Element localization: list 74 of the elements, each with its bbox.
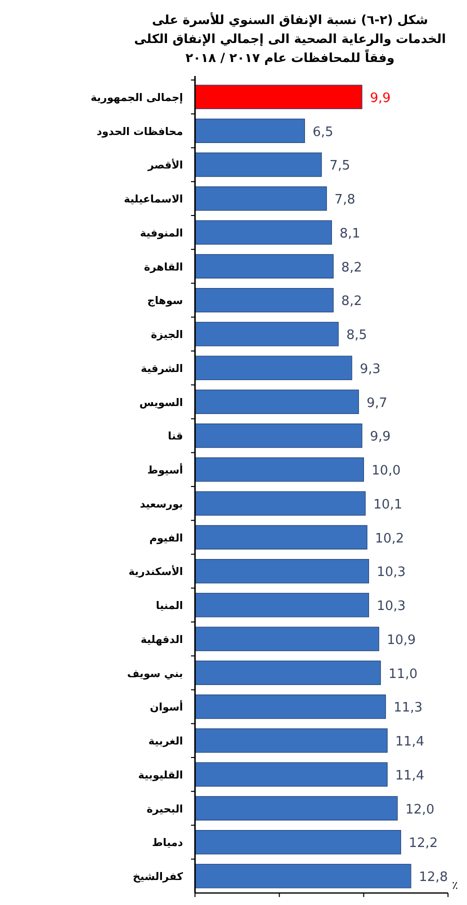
- bar: [194, 152, 322, 177]
- bar: [194, 864, 412, 888]
- y-tick-label: كفرالشيخ: [132, 871, 184, 884]
- bar: [194, 626, 380, 652]
- y-tick-label: الشرقية: [140, 362, 183, 375]
- y-tick-label: الجيزة: [150, 329, 183, 342]
- bar: [194, 457, 364, 482]
- y-tick-label: القليوبية: [138, 769, 183, 782]
- y-tick-label: القاهرة: [144, 261, 183, 274]
- bar: [194, 728, 388, 753]
- y-tick-label: بورسعيد: [140, 498, 184, 510]
- data-label: 7,8: [334, 192, 356, 208]
- y-tick-label: السويس: [139, 396, 183, 409]
- y-tick-label: الغربية: [148, 736, 183, 748]
- data-label: 9,3: [360, 362, 381, 377]
- bar: [194, 118, 305, 143]
- y-tick-label: محافظات الحدود: [96, 126, 183, 138]
- data-label: 12,8: [418, 870, 448, 886]
- y-tick-label: قنا: [168, 430, 184, 443]
- y-tick-label: إجمالى الجمهورية: [90, 92, 183, 104]
- bar: [194, 830, 402, 854]
- y-tick-label: الاسماعيلية: [124, 194, 183, 206]
- y-tick-label: الدقهلية: [140, 634, 183, 646]
- data-label: 8,5: [346, 328, 368, 344]
- bar: [194, 254, 334, 278]
- y-tick-label: بني سويف: [127, 668, 184, 680]
- data-label: 7,5: [330, 158, 350, 174]
- bar: [194, 525, 368, 550]
- bar: [194, 390, 359, 414]
- data-label: 8,1: [340, 226, 360, 242]
- bar: [194, 491, 366, 516]
- data-label: 6,5: [312, 124, 334, 140]
- y-tick-label: الأقصر: [146, 158, 183, 172]
- data-label: 10,3: [376, 565, 406, 580]
- data-label: 9,7: [366, 396, 388, 411]
- bar: [194, 288, 334, 312]
- y-tick-label: الفيوم: [149, 532, 183, 544]
- data-label: 11,0: [388, 666, 418, 682]
- bar: [194, 186, 327, 211]
- data-label: 11,4: [395, 768, 424, 784]
- data-label: 12,0: [405, 802, 434, 818]
- y-tick-label: المنيا: [156, 600, 183, 612]
- data-label: 10,2: [375, 531, 404, 546]
- bar: [194, 694, 386, 719]
- data-label: 10,3: [376, 599, 406, 614]
- bar: [194, 796, 398, 820]
- bar: [194, 762, 388, 787]
- chart-title: شكل (٢-٦) نسبة الإنفاق السنوي للأسرة على الخدمات والرعاية الصحية الى إجمالي الإنفاق الكلى وفقاً للمحافظات عام ٢٠١٧ / ٢٠١٨: [134, 12, 446, 66]
- x-axis-title: ٪: [452, 879, 458, 892]
- data-label: 8,2: [341, 260, 362, 276]
- data-label: 11,4: [395, 734, 424, 750]
- data-label: 10,9: [386, 632, 416, 648]
- data-label: 9,9: [370, 430, 391, 445]
- bar: [194, 660, 381, 685]
- bar: [194, 356, 352, 380]
- data-label: 10,1: [373, 497, 402, 512]
- data-label: 12,2: [408, 836, 438, 852]
- bar: [194, 592, 370, 618]
- bar: [194, 559, 370, 584]
- data-label: 9,9: [370, 90, 391, 106]
- bar: [194, 220, 332, 245]
- y-tick-label: سوهاج: [147, 295, 183, 308]
- data-label: 10,0: [372, 464, 401, 479]
- data-label: 8,2: [341, 294, 362, 310]
- y-tick-label: المنوفية: [140, 227, 183, 240]
- y-tick-label: أسيوط: [147, 462, 183, 477]
- y-tick-label: دمياط: [152, 837, 184, 850]
- y-tick-label: البحيرة: [146, 803, 183, 816]
- bar: [194, 322, 339, 346]
- data-label: 11,3: [394, 700, 423, 716]
- y-tick-label: أسوان: [150, 700, 183, 714]
- bar: [194, 424, 362, 448]
- y-tick-label: الأسكندرية: [128, 565, 183, 578]
- bar: [194, 84, 362, 110]
